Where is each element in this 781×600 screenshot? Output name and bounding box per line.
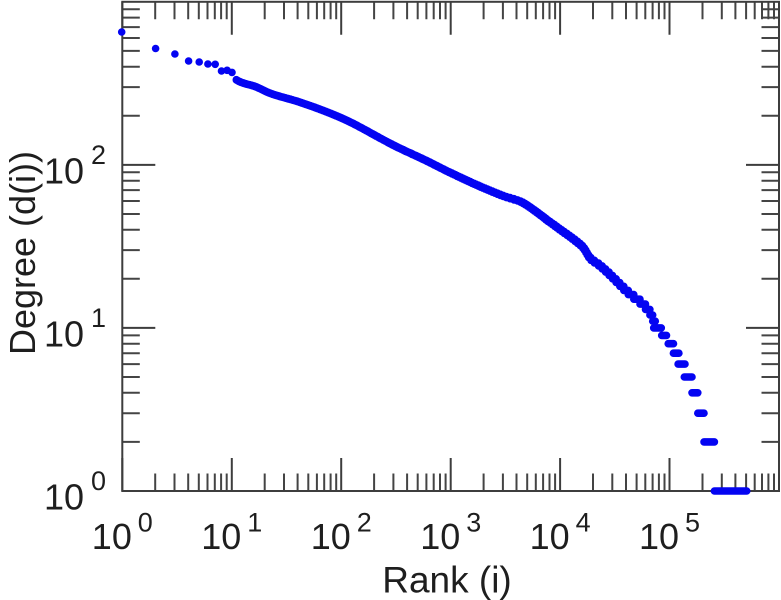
svg-text:4: 4 xyxy=(576,508,591,538)
svg-text:10: 10 xyxy=(44,313,84,354)
svg-text:10: 10 xyxy=(311,516,351,557)
svg-text:0: 0 xyxy=(91,466,106,496)
svg-text:1: 1 xyxy=(247,508,262,538)
svg-text:10: 10 xyxy=(44,477,84,518)
svg-text:10: 10 xyxy=(420,516,460,557)
svg-text:3: 3 xyxy=(466,508,481,538)
svg-text:2: 2 xyxy=(91,140,106,170)
svg-text:10: 10 xyxy=(530,516,570,557)
svg-text:0: 0 xyxy=(138,508,153,538)
svg-text:10: 10 xyxy=(639,516,679,557)
svg-text:5: 5 xyxy=(685,508,700,538)
svg-text:1: 1 xyxy=(91,303,106,333)
svg-text:10: 10 xyxy=(201,516,241,557)
svg-text:Rank (i): Rank (i) xyxy=(382,560,512,600)
svg-text:10: 10 xyxy=(44,150,84,191)
svg-text:Degree (d(i)): Degree (d(i)) xyxy=(2,151,43,355)
svg-text:2: 2 xyxy=(357,508,372,538)
svg-text:10: 10 xyxy=(92,516,132,557)
